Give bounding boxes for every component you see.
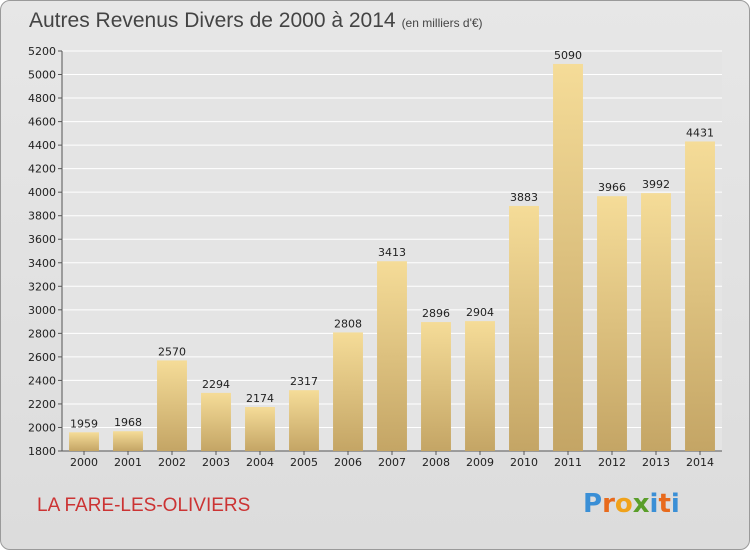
- bar: [377, 261, 407, 451]
- x-tick-label: 2014: [686, 456, 714, 469]
- bar-value-label: 1959: [70, 417, 98, 430]
- bar-value-label: 3992: [642, 178, 670, 191]
- bar-value-label: 2317: [290, 375, 318, 388]
- y-tick-label: 5000: [28, 69, 56, 82]
- y-tick-label: 4400: [28, 139, 56, 152]
- bar-value-label: 3413: [378, 246, 406, 259]
- bar: [201, 392, 231, 451]
- x-tick-label: 2001: [114, 456, 142, 469]
- y-tick-label: 2600: [28, 351, 56, 364]
- bar: [641, 193, 671, 451]
- bar-value-label: 2808: [334, 317, 362, 330]
- y-tick-label: 4600: [28, 116, 56, 129]
- y-tick-label: 3800: [28, 210, 56, 223]
- x-tick-label: 2008: [422, 456, 450, 469]
- bar: [597, 196, 627, 451]
- logo-letter: x: [632, 489, 650, 519]
- chart-subtitle: (en milliers d'€): [401, 16, 483, 30]
- x-tick-label: 2012: [598, 456, 626, 469]
- chart-title: Autres Revenus Divers de 2000 à 2014 (en …: [29, 9, 483, 33]
- logo-letter: t: [658, 489, 671, 519]
- bar-value-label: 3966: [598, 181, 626, 194]
- chart-title-text: Autres Revenus Divers de 2000 à 2014: [29, 9, 396, 32]
- x-tick-label: 2010: [510, 456, 538, 469]
- y-tick-label: 3400: [28, 257, 56, 270]
- logo-letter: o: [614, 489, 633, 519]
- y-tick-label: 1800: [28, 445, 56, 458]
- logo-letter: i: [649, 489, 659, 519]
- x-tick-label: 2000: [70, 456, 98, 469]
- bar-value-label: 2896: [422, 307, 450, 320]
- bar: [553, 63, 583, 452]
- bar: [157, 360, 187, 451]
- bar: [509, 205, 539, 451]
- bar: [69, 432, 99, 451]
- y-tick-label: 2800: [28, 327, 56, 340]
- x-tick-label: 2003: [202, 456, 230, 469]
- y-tick-label: 5200: [28, 45, 56, 58]
- x-tick-label: 2005: [290, 456, 318, 469]
- logo-letter: r: [602, 489, 615, 519]
- bar: [333, 332, 363, 451]
- bar: [421, 322, 451, 451]
- place-name: LA FARE-LES-OLIVIERS: [37, 495, 251, 516]
- bar: [245, 407, 275, 451]
- y-tick-label: 4200: [28, 163, 56, 176]
- y-tick-label: 4000: [28, 186, 56, 199]
- bar-value-label: 1968: [114, 416, 142, 429]
- x-tick-label: 2004: [246, 456, 274, 469]
- bar-value-label: 5090: [554, 49, 582, 62]
- bar-value-label: 4431: [686, 126, 714, 139]
- bar-value-label: 3883: [510, 191, 538, 204]
- y-tick-label: 3000: [28, 304, 56, 317]
- y-tick-label: 2400: [28, 374, 56, 387]
- bar: [685, 141, 715, 451]
- proxiti-logo: Proxiti: [583, 489, 680, 519]
- bar: [465, 321, 495, 451]
- y-tick-label: 3200: [28, 280, 56, 293]
- x-tick-label: 2011: [554, 456, 582, 469]
- bar-value-label: 2294: [202, 378, 230, 391]
- bar-value-label: 2570: [158, 345, 186, 358]
- x-tick-label: 2002: [158, 456, 186, 469]
- x-tick-label: 2006: [334, 456, 362, 469]
- y-tick-label: 2200: [28, 398, 56, 411]
- x-tick-label: 2009: [466, 456, 494, 469]
- bar: [113, 431, 143, 451]
- logo-letter: P: [583, 489, 603, 519]
- y-tick-label: 2000: [28, 421, 56, 434]
- x-tick-label: 2013: [642, 456, 670, 469]
- y-tick-label: 3600: [28, 233, 56, 246]
- logo-letter: i: [670, 489, 680, 519]
- bar-value-label: 2174: [246, 392, 274, 405]
- x-tick-label: 2007: [378, 456, 406, 469]
- bar-value-label: 2904: [466, 306, 494, 319]
- bar: [289, 390, 319, 451]
- y-tick-label: 4800: [28, 92, 56, 105]
